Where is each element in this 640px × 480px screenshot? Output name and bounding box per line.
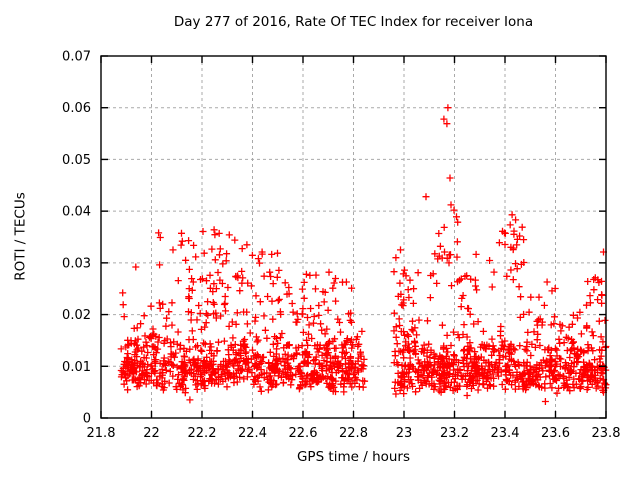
y-tick-label: 0.03 (62, 256, 91, 271)
x-tick-label: 21.8 (87, 426, 116, 441)
y-tick-label: 0.04 (62, 205, 91, 220)
x-tick-label: 22 (143, 426, 160, 441)
x-tick-label: 22.4 (238, 426, 267, 441)
x-tick-label: 22.2 (188, 426, 217, 441)
x-tick-label: 23.2 (440, 426, 469, 441)
chart-title: Day 277 of 2016, Rate Of TEC Index for r… (173, 14, 534, 30)
x-tick-label: 23.8 (592, 426, 621, 441)
y-tick-label: 0 (83, 412, 91, 427)
x-axis-label: GPS time / hours (296, 449, 411, 465)
scatter-points (117, 104, 610, 405)
y-tick-label: 0.06 (62, 101, 91, 116)
y-tick-label: 0.07 (62, 50, 91, 65)
y-tick-label: 0.02 (62, 308, 91, 323)
y-tick-label: 0.05 (62, 153, 91, 168)
x-tick-label: 23.4 (491, 426, 520, 441)
x-tick-label: 23 (396, 426, 413, 441)
y-tick-label: 0.01 (62, 360, 91, 375)
x-tick-label: 22.6 (289, 426, 318, 441)
x-tick-label: 22.8 (339, 426, 368, 441)
x-tick-label: 23.6 (541, 426, 570, 441)
